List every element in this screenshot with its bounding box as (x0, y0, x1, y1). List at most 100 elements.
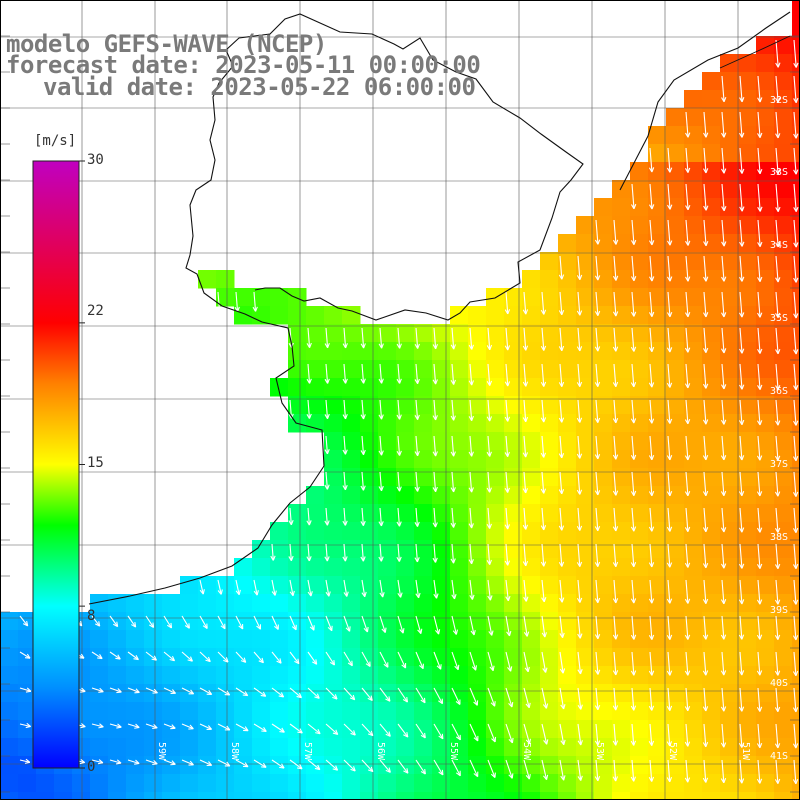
wind-speed-cell (702, 738, 721, 757)
wind-speed-cell (576, 522, 595, 541)
wind-speed-cell (702, 414, 721, 433)
wind-arrow (739, 219, 745, 247)
wind-speed-cell (414, 360, 433, 379)
wind-arrow (91, 687, 104, 693)
wind-speed-cell (756, 378, 775, 397)
wind-speed-cell (144, 774, 163, 793)
wind-speed-cell (576, 504, 595, 523)
wind-arrow (612, 255, 619, 281)
wind-speed-cell (198, 630, 217, 649)
wind-speed-cell (666, 576, 685, 595)
wind-speed-cell (684, 396, 703, 415)
wind-speed-cell (558, 324, 577, 343)
wind-speed-cell (630, 504, 649, 523)
wind-speed-cell (738, 630, 757, 649)
wind-speed-cell (450, 720, 469, 739)
wind-arrow (793, 39, 799, 68)
wind-speed-cell (648, 396, 667, 415)
wind-speed-cell (180, 738, 199, 757)
wind-arrow (684, 363, 691, 389)
wind-arrow (397, 651, 407, 669)
wind-arrow (738, 579, 745, 605)
wind-speed-cell (648, 756, 667, 775)
wind-speed-cell (288, 648, 307, 667)
wind-speed-cell (666, 342, 685, 361)
wind-speed-cell (702, 108, 721, 127)
wind-speed-cell (306, 522, 325, 541)
wind-speed-cell (270, 648, 289, 667)
wind-speed-cell (54, 774, 73, 793)
wind-arrow (576, 543, 583, 567)
wind-arrow (468, 435, 474, 457)
wind-speed-cell (540, 396, 559, 415)
wind-speed-cell (774, 738, 793, 757)
wind-speed-cell (342, 576, 361, 595)
wind-speed-cell (756, 54, 775, 73)
wind-speed-cell (396, 468, 415, 487)
wind-arrow (720, 399, 727, 425)
wind-arrow (666, 543, 673, 568)
wind-arrow (612, 579, 619, 604)
wind-speed-cell (270, 306, 289, 325)
wind-arrow (324, 399, 330, 420)
wind-speed-cell (558, 468, 577, 487)
wind-speed-cell (486, 792, 505, 800)
wind-speed-cell (702, 648, 721, 667)
wind-speed-cell (684, 414, 703, 433)
wind-speed-cell (684, 612, 703, 631)
wind-speed-cell (720, 522, 739, 541)
wind-speed-cell (612, 522, 631, 541)
wind-speed-cell (342, 450, 361, 469)
wind-speed-cell (594, 396, 613, 415)
wind-speed-cell (594, 792, 613, 800)
wind-speed-cell (378, 342, 397, 361)
wind-speed-cell (630, 756, 649, 775)
wind-arrow (396, 327, 402, 349)
wind-arrow (487, 687, 496, 707)
wind-speed-cell (468, 342, 487, 361)
wind-speed-cell (684, 450, 703, 469)
wind-arrow (774, 507, 781, 533)
wind-speed-cell (612, 576, 631, 595)
wind-arrow (684, 291, 691, 318)
wind-arrow (684, 435, 691, 461)
wind-arrow (792, 687, 799, 713)
wind-speed-cell (486, 720, 505, 739)
wind-speed-cell (720, 396, 739, 415)
wind-arrow (612, 687, 619, 711)
wind-arrow (792, 507, 799, 533)
wind-arrow (540, 399, 547, 423)
wind-speed-cell (594, 288, 613, 307)
wind-speed-cell (774, 702, 793, 721)
wind-speed-cell (522, 684, 541, 703)
wind-speed-cell (648, 630, 667, 649)
wind-arrow (199, 723, 212, 730)
wind-arrow (666, 399, 673, 424)
colorbar-gradient (32, 160, 80, 769)
wind-speed-cell (0, 666, 19, 685)
wind-speed-cell (558, 522, 577, 541)
wind-speed-cell (684, 198, 703, 217)
wind-speed-cell (702, 360, 721, 379)
wind-arrow (756, 399, 763, 426)
wind-speed-cell (738, 540, 757, 559)
wind-speed-cell (774, 324, 793, 343)
wind-speed-cell (756, 450, 775, 469)
wind-speed-cell (630, 486, 649, 505)
wind-speed-cell (720, 180, 739, 199)
wind-arrow (522, 471, 528, 494)
wind-speed-cell (378, 648, 397, 667)
wind-speed-cell (414, 630, 433, 649)
wind-arrow (288, 507, 294, 526)
wind-arrow (612, 543, 619, 568)
wind-speed-cell (540, 360, 559, 379)
wind-speed-cell (162, 666, 181, 685)
wind-arrow (792, 471, 799, 497)
wind-arrow (702, 615, 709, 640)
wind-speed-cell (684, 792, 703, 800)
wind-arrow (630, 651, 637, 676)
wind-arrow (486, 543, 492, 565)
wind-speed-cell (666, 540, 685, 559)
